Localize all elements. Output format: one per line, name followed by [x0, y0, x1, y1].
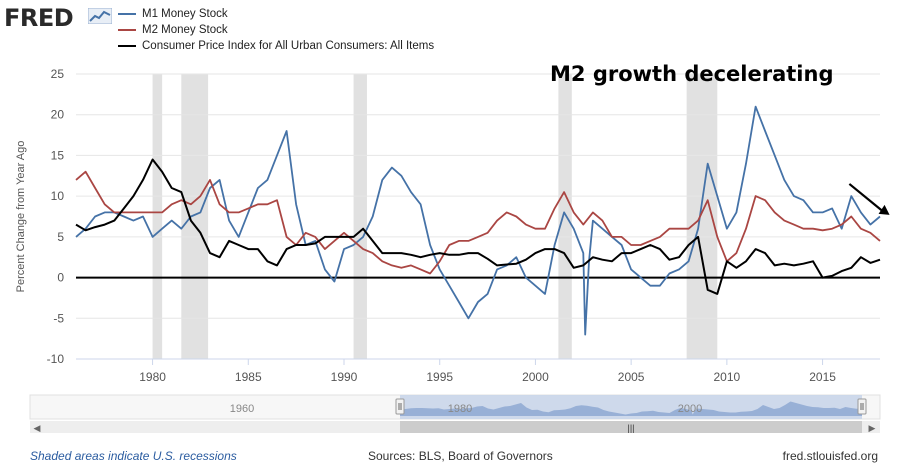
legend-label: Consumer Price Index for All Urban Consu… — [142, 40, 435, 52]
legend-label: M1 Money Stock — [142, 8, 228, 20]
navigator-handle[interactable] — [857, 398, 867, 415]
legend-swatch — [118, 45, 136, 47]
series-line-m2[interactable] — [75, 170, 881, 275]
y-tick-label: -10 — [47, 352, 65, 366]
y-tick-label: -5 — [53, 311, 64, 325]
x-tick-label: 1985 — [235, 370, 262, 384]
annotation-text: M2 growth decelerating — [550, 62, 834, 86]
arrow-head — [878, 204, 890, 215]
navigator-handle[interactable] — [395, 398, 405, 415]
fred-line-chart-icon — [88, 8, 112, 24]
x-tick-label: 1990 — [331, 370, 358, 384]
chart: -10 -5 0 5 10 15 20 25 1980 1985 1990 1995 2000 2005 2… — [15, 67, 890, 384]
legend-label: M2 Money Stock — [142, 24, 228, 36]
recession-band — [558, 74, 572, 359]
scrollbar-thumb[interactable] — [400, 421, 862, 433]
recession-band — [181, 74, 209, 359]
recession-band — [353, 74, 367, 359]
y-tick-label: 20 — [51, 108, 65, 122]
scroll-right-arrow-icon[interactable]: ▶ — [869, 424, 876, 434]
navigator-year-label: 2000 — [678, 403, 702, 415]
y-tick-label: 5 — [57, 230, 64, 244]
range-navigator[interactable]: 1960 1980 2000 ||| ▶ ◀ — [0, 392, 898, 434]
scrollbar-grip: ||| — [627, 423, 634, 433]
legend: M1 Money Stock M2 Money Stock Consumer Pri… — [118, 6, 434, 54]
series-line-cpi[interactable] — [75, 158, 881, 295]
x-tick-label: 2005 — [618, 370, 645, 384]
x-tick-label: 1995 — [426, 370, 453, 384]
x-tick-label: 2015 — [809, 370, 836, 384]
header: FRED M1 Money Stock M2 Money Stock Consume… — [0, 0, 898, 60]
legend-swatch — [118, 29, 136, 31]
down-right-arrow-icon — [848, 183, 885, 213]
x-tick-label: 2010 — [714, 370, 741, 384]
y-tick-label: 15 — [51, 148, 65, 162]
y-tick-label: 25 — [51, 67, 65, 81]
legend-swatch — [118, 13, 136, 15]
fred-logo[interactable]: FRED — [4, 4, 74, 32]
y-tick-label: 0 — [57, 271, 64, 285]
x-tick-label: 2000 — [522, 370, 549, 384]
x-tick-label: 1980 — [139, 370, 166, 384]
navigator-series-area — [400, 401, 862, 416]
y-axis-title: Percent Change from Year Ago — [15, 141, 27, 293]
site-link[interactable]: fred.stlouisfed.org — [782, 449, 878, 463]
recession-band — [152, 74, 163, 359]
series-line-m1[interactable] — [75, 105, 881, 336]
sources-text: Sources: BLS, Board of Governors — [368, 449, 553, 463]
y-tick-label: 10 — [51, 189, 65, 203]
navigator-year-label: 1960 — [230, 403, 254, 415]
legend-item[interactable]: M1 Money Stock — [118, 6, 434, 22]
scroll-left-arrow-icon[interactable]: ◀ — [34, 424, 41, 434]
navigator-year-label: 1980 — [448, 403, 472, 415]
legend-item[interactable]: M2 Money Stock — [118, 22, 434, 38]
footer: Shaded areas indicate U.S. recessions So… — [0, 447, 898, 465]
legend-item[interactable]: Consumer Price Index for All Urban Consu… — [118, 38, 434, 54]
recession-note: Shaded areas indicate U.S. recessions — [30, 449, 237, 463]
